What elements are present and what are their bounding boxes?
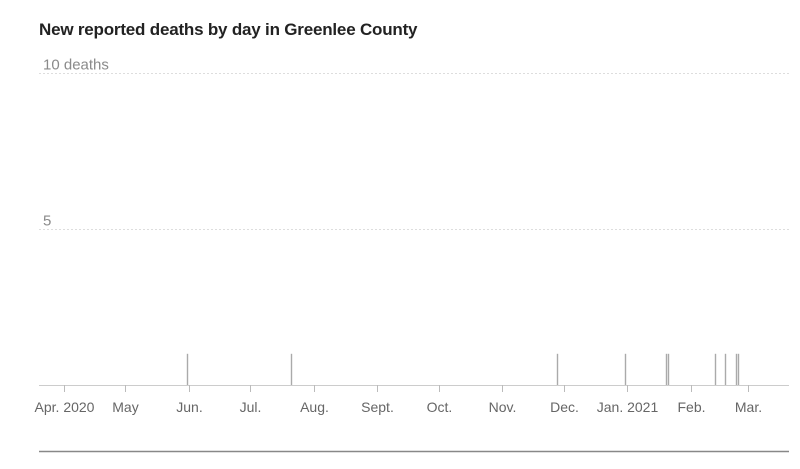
y-tick-label: 10 deaths — [43, 57, 109, 74]
x-tick-label: Oct. — [427, 399, 453, 415]
x-tick-label: Nov. — [489, 399, 517, 415]
x-tick-label: May — [112, 399, 138, 415]
x-tick-label: Dec. — [550, 399, 579, 415]
y-tick-labels: 10 deaths 5 — [43, 57, 109, 230]
x-tick-label: Apr. 2020 — [35, 399, 95, 415]
x-tick-label: Jan. 2021 — [597, 399, 659, 415]
x-tick-label: Feb. — [677, 399, 705, 415]
x-tick-label: Sept. — [361, 399, 394, 415]
chart-title: New reported deaths by day in Greenlee C… — [39, 20, 418, 39]
x-tick-label: Mar. — [735, 399, 762, 415]
y-tick-label: 5 — [43, 213, 51, 230]
x-tick-label: Jun. — [176, 399, 202, 415]
x-ticks: Apr. 2020 May Jun. Jul. Aug. Sept. Oct. Nov. Dec… — [35, 385, 762, 415]
gridlines — [39, 73, 789, 230]
x-tick-label: Jul. — [240, 399, 262, 415]
x-tick-label: Aug. — [300, 399, 329, 415]
bars — [186, 353, 740, 385]
